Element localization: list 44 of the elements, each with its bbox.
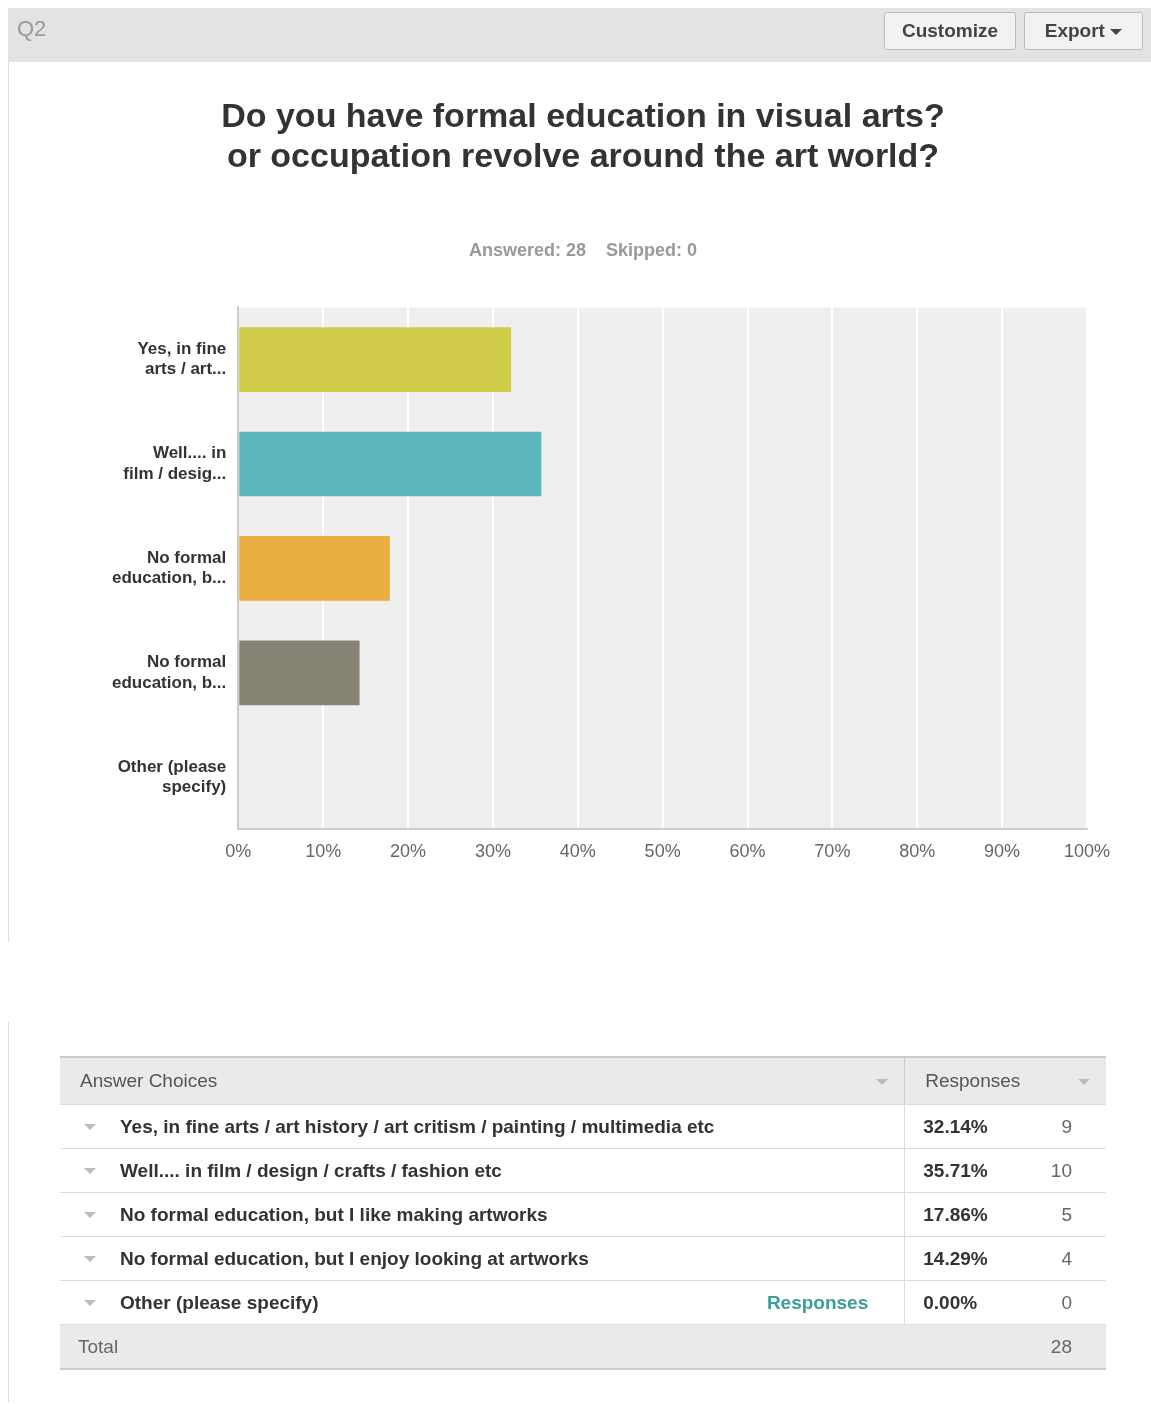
text: 0.00% — [904, 1280, 1034, 1325]
text: Responses — [766, 1291, 869, 1314]
x-tick-label: 10% — [305, 841, 342, 862]
y-tick-label: Other (please specify) — [117, 756, 227, 797]
text: 9 — [1033, 1104, 1106, 1149]
x-tick-label: 80% — [899, 841, 936, 862]
x-tick-label: 20% — [390, 841, 427, 862]
text: 14.29% — [904, 1236, 1034, 1281]
x-tick-label: 70% — [814, 841, 851, 862]
x-tick-label: 90% — [984, 841, 1021, 862]
text: Export — [1024, 12, 1143, 50]
text: Answer Choices — [60, 1057, 905, 1105]
bar — [239, 536, 390, 601]
text: 35.71% — [904, 1148, 1034, 1193]
x-tick-label: 50% — [644, 841, 681, 862]
text: Responses — [904, 1057, 1106, 1105]
text: 17.86% — [904, 1192, 1034, 1237]
x-tick-label: 60% — [729, 841, 766, 862]
bar — [239, 327, 512, 392]
bar — [239, 640, 360, 706]
text: Customize — [884, 12, 1016, 50]
x-tick-label: 40% — [559, 841, 596, 862]
y-tick-label: No formal education, b... — [111, 652, 227, 692]
text: 0 — [1033, 1280, 1106, 1325]
x-tick-label: 0% — [225, 841, 252, 862]
y-tick-label: Well.... in film / desig... — [123, 443, 227, 483]
text: 4 — [1033, 1236, 1106, 1281]
text: No formal education, but I like making artworks — [120, 1192, 905, 1237]
text: Total — [60, 1324, 1034, 1369]
text: Q2 — [17, 16, 47, 42]
text: 28 — [1033, 1324, 1106, 1369]
text: Yes, in fine arts / art history / art critism / painting / multimedia etc — [120, 1104, 905, 1149]
chart-subtitle: Answered: 28 Skipped: 0 — [467, 240, 699, 261]
text: No formal education, but I enjoy looking at artworks — [120, 1236, 905, 1281]
y-tick-label: No formal education, b... — [111, 547, 227, 588]
text: 5 — [1033, 1192, 1106, 1237]
x-tick-label: 100% — [1063, 841, 1110, 862]
chart-title: Do you have formal education in visual arts? or occupation revolve around the art world? — [220, 95, 946, 175]
bar — [239, 431, 542, 497]
text: Well.... in film / design / crafts / fashion etc — [120, 1148, 905, 1193]
text: 32.14% — [904, 1104, 1034, 1149]
y-tick-label: Yes, in fine arts / art... — [137, 339, 227, 379]
x-tick-label: 30% — [474, 841, 511, 862]
text: 10 — [1033, 1148, 1106, 1193]
